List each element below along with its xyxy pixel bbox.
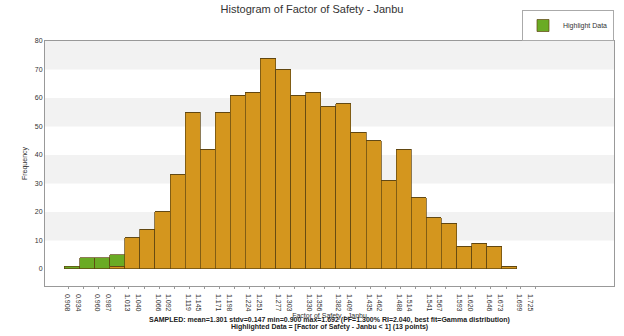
svg-text:1.514: 1.514 [406, 294, 413, 312]
svg-text:0.960: 0.960 [94, 294, 101, 312]
svg-text:1.541: 1.541 [426, 294, 433, 312]
svg-text:1.251: 1.251 [256, 294, 263, 312]
svg-text:1.673: 1.673 [497, 294, 504, 312]
svg-text:1.725: 1.725 [527, 294, 534, 312]
svg-text:1.646: 1.646 [486, 294, 493, 312]
svg-text:Frequency: Frequency [21, 146, 29, 180]
svg-text:60: 60 [35, 94, 43, 101]
svg-text:1.330: 1.330 [306, 294, 313, 312]
svg-text:70: 70 [35, 66, 43, 73]
svg-text:1.198: 1.198 [226, 294, 233, 312]
svg-text:1.620: 1.620 [467, 294, 474, 312]
svg-text:Highlighted Data = [Factor of: Highlighted Data = [Factor of Safety - J… [231, 323, 428, 331]
svg-text:SAMPLED: mean=1.301 stdv=0.147: SAMPLED: mean=1.301 stdv=0.147 min=0.900… [149, 316, 510, 324]
svg-text:1.382: 1.382 [335, 294, 342, 312]
svg-text:Histogram of Factor of Safety: Histogram of Factor of Safety - Janbu [221, 3, 404, 15]
svg-text:1.066: 1.066 [155, 294, 162, 312]
svg-text:Factor of Safety - Janbu: Factor of Safety - Janbu [292, 312, 367, 320]
svg-text:1.092: 1.092 [165, 294, 172, 312]
svg-text:1.356: 1.356 [316, 294, 323, 312]
svg-text:1.409: 1.409 [346, 294, 353, 312]
svg-text:0.934: 0.934 [75, 294, 82, 312]
svg-text:Highlight Data: Highlight Data [563, 22, 607, 30]
svg-text:1.593: 1.593 [456, 294, 463, 312]
svg-text:1.435: 1.435 [366, 294, 373, 312]
svg-text:1.013: 1.013 [124, 294, 131, 312]
svg-text:1.303: 1.303 [286, 294, 293, 312]
svg-text:0: 0 [39, 265, 43, 272]
svg-text:1.567: 1.567 [436, 294, 443, 312]
svg-text:1.145: 1.145 [195, 294, 202, 312]
svg-text:1.224: 1.224 [245, 294, 252, 312]
svg-text:1.462: 1.462 [376, 294, 383, 312]
svg-text:1.699: 1.699 [516, 294, 523, 312]
svg-text:1.488: 1.488 [396, 294, 403, 312]
svg-text:10: 10 [35, 237, 43, 244]
svg-text:80: 80 [35, 37, 43, 44]
svg-text:40: 40 [35, 151, 43, 158]
svg-text:50: 50 [35, 123, 43, 130]
svg-text:1.171: 1.171 [215, 294, 222, 312]
svg-text:1.040: 1.040 [135, 294, 142, 312]
svg-text:30: 30 [35, 180, 43, 187]
svg-text:20: 20 [35, 208, 43, 215]
svg-text:0.908: 0.908 [64, 294, 71, 312]
svg-text:1.277: 1.277 [275, 294, 282, 312]
svg-text:0.987: 0.987 [105, 294, 112, 312]
svg-text:1.119: 1.119 [185, 294, 192, 311]
